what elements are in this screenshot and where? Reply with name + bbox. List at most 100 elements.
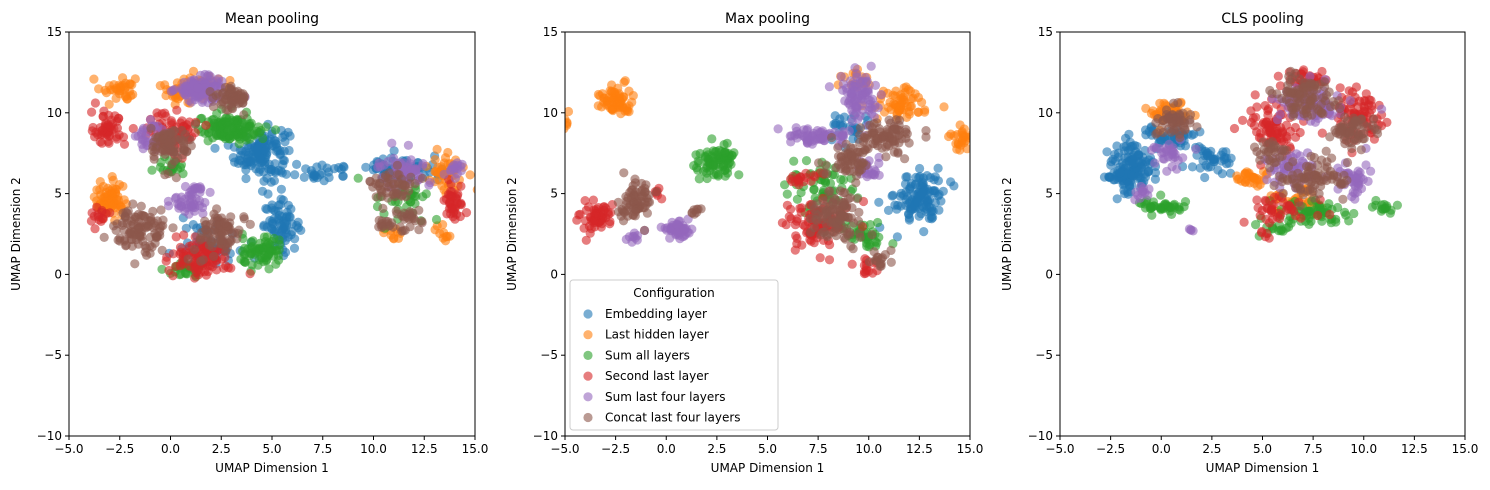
legend-marker	[583, 309, 593, 319]
data-point	[865, 120, 875, 130]
data-point	[1377, 104, 1387, 114]
data-point	[1356, 145, 1366, 155]
data-point	[839, 201, 849, 211]
data-point	[1234, 174, 1244, 184]
x-tick-label: 10.0	[360, 442, 387, 456]
data-point	[172, 105, 182, 115]
data-point	[1252, 195, 1262, 205]
data-point	[1367, 105, 1377, 115]
data-point	[861, 268, 871, 278]
data-point	[867, 104, 877, 114]
data-point	[155, 162, 165, 172]
data-point	[196, 256, 206, 266]
y-axis-label: UMAP Dimension 2	[1000, 177, 1014, 291]
data-point	[885, 97, 895, 107]
chart-title: CLS pooling	[1221, 11, 1303, 27]
y-tick-label: 10	[1038, 106, 1053, 120]
data-point	[933, 163, 943, 173]
data-point	[261, 203, 271, 214]
data-point	[835, 120, 845, 130]
data-point	[1351, 82, 1361, 92]
data-point	[1258, 137, 1268, 147]
data-point	[112, 195, 122, 205]
data-point	[1320, 77, 1330, 87]
y-tick-label: −5	[1035, 348, 1053, 362]
data-point	[128, 199, 138, 209]
data-point	[835, 215, 845, 225]
data-point	[212, 204, 222, 214]
data-point	[1290, 122, 1300, 133]
data-point	[809, 184, 819, 194]
data-point	[1155, 203, 1165, 213]
data-point	[1141, 125, 1151, 135]
data-point	[289, 243, 300, 253]
data-point	[1138, 186, 1148, 196]
data-point	[1173, 98, 1183, 108]
data-point	[901, 200, 911, 211]
data-point	[179, 88, 189, 98]
data-point	[171, 232, 181, 242]
data-point	[452, 191, 462, 201]
data-point	[1250, 90, 1260, 100]
data-point	[1104, 172, 1114, 182]
data-point	[245, 251, 255, 261]
data-point	[694, 158, 704, 168]
data-point	[88, 122, 98, 133]
data-point	[149, 137, 159, 147]
data-point	[1113, 148, 1124, 158]
data-point	[239, 214, 249, 224]
data-point	[1361, 160, 1371, 170]
data-point	[949, 131, 959, 141]
data-point	[361, 162, 371, 172]
data-point	[179, 136, 189, 146]
data-point	[263, 251, 273, 261]
data-point	[808, 200, 818, 210]
data-point	[624, 86, 634, 96]
data-point	[1303, 186, 1313, 196]
data-point	[290, 234, 300, 244]
data-point	[208, 102, 219, 112]
data-point	[833, 143, 843, 153]
data-point	[442, 231, 452, 242]
data-point	[254, 255, 264, 265]
data-point	[830, 111, 840, 121]
data-point	[845, 229, 855, 239]
data-point	[851, 178, 861, 188]
data-point	[200, 216, 210, 226]
data-point	[133, 224, 143, 234]
data-point	[590, 208, 600, 218]
data-point	[1163, 152, 1173, 162]
data-point	[246, 237, 256, 247]
data-point	[211, 129, 222, 139]
data-point	[184, 209, 194, 219]
data-point	[268, 141, 278, 151]
data-point	[821, 160, 831, 170]
data-point	[171, 135, 181, 145]
y-tick-label: −5	[44, 348, 62, 362]
data-point	[211, 90, 221, 101]
data-point	[130, 131, 140, 141]
series-5	[613, 115, 931, 271]
data-point	[854, 207, 864, 217]
data-point	[410, 165, 420, 176]
data-point	[104, 138, 114, 148]
x-tick-label: 10.0	[855, 442, 882, 456]
data-point	[795, 203, 805, 213]
data-point	[193, 83, 203, 93]
data-point	[157, 264, 167, 274]
data-point	[249, 130, 259, 140]
legend-marker	[583, 330, 593, 340]
data-point	[417, 216, 427, 226]
data-point	[832, 222, 842, 232]
data-point	[234, 225, 244, 235]
data-point	[1335, 103, 1345, 114]
data-point	[156, 205, 166, 215]
data-point	[579, 223, 589, 233]
data-point	[406, 172, 416, 182]
data-point	[163, 196, 173, 206]
data-point	[123, 206, 133, 216]
data-point	[1359, 134, 1369, 144]
data-point	[1335, 83, 1345, 93]
data-point	[179, 144, 189, 154]
